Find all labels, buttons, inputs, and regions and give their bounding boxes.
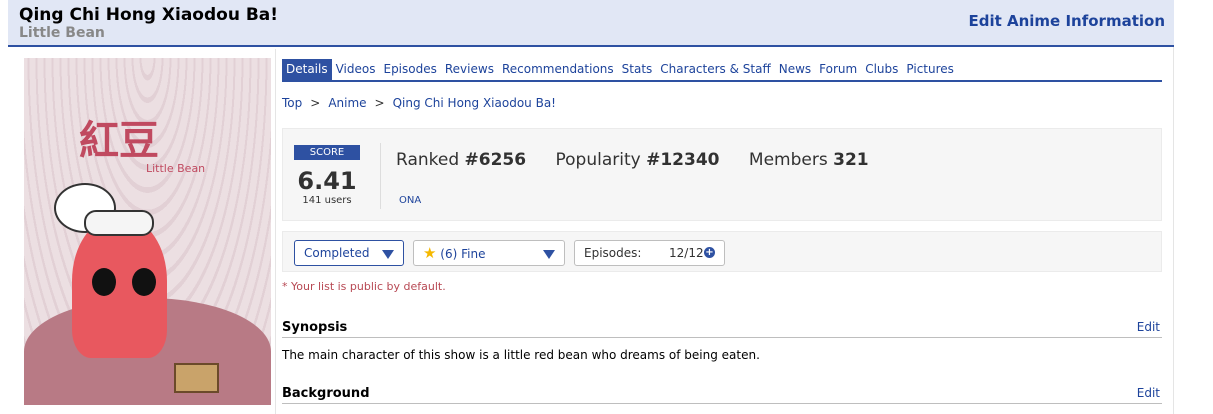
chevron-down-icon [543,250,555,259]
ranked-value: #6256 [464,150,527,170]
tab-episodes[interactable]: Episodes [383,62,437,76]
episodes-label: Episodes: [584,246,642,260]
breadcrumb-current[interactable]: Qing Chi Hong Xiaodou Ba! [392,96,556,110]
tab-forum[interactable]: Forum [819,62,858,76]
anime-tabs: Details Videos Episodes Reviews Recommendati… [282,59,1162,82]
type-link[interactable]: ONA [399,195,422,206]
status-value: Completed [304,246,370,260]
edit-anime-information-link[interactable]: Edit Anime Information [968,12,1165,30]
synopsis-text: The main character of this show is a lit… [282,348,760,362]
tab-pictures[interactable]: Pictures [906,62,954,76]
poster-logo: 紅豆 [79,118,159,164]
synopsis-heading: Synopsis [282,320,348,335]
tab-details[interactable]: Details [282,59,332,80]
poster-eye [92,268,116,296]
breadcrumb-separator: > [374,96,385,110]
members-label: Members [748,150,828,170]
popularity-label: Popularity [555,150,641,170]
plus-circle-icon[interactable]: + [704,247,715,258]
page-title: Qing Chi Hong Xiaodou Ba! [19,5,279,25]
chevron-down-icon [382,250,394,259]
background-edit-link[interactable]: Edit [1136,386,1160,400]
rank-stats: Ranked #6256 Popularity #12340 Members 3… [396,150,893,170]
poster-logo-sub: Little Bean [146,162,206,175]
ranked-label: Ranked [396,150,460,170]
synopsis-section-header: Synopsis Edit [282,318,1162,338]
tab-videos[interactable]: Videos [335,62,376,76]
rating-value: (6) Fine [440,247,486,261]
episodes-value: 12/12 [669,246,704,260]
tab-reviews[interactable]: Reviews [444,62,494,76]
tab-characters-staff[interactable]: Characters & Staff [660,62,771,76]
poster-towel [84,210,154,236]
star-icon: ★ [423,244,437,262]
tab-stats[interactable]: Stats [621,62,653,76]
anime-poster-image[interactable]: 紅豆 Little Bean [24,58,271,405]
breadcrumb-separator: > [310,96,321,110]
poster-eye [132,268,156,296]
left-sidebar [8,49,276,414]
breadcrumb-anime[interactable]: Anime [328,96,367,110]
score-value: 6.41 [297,167,357,195]
score-label: SCORE [294,145,360,160]
members-value: 321 [833,150,869,170]
tab-clubs[interactable]: Clubs [865,62,899,76]
background-heading: Background [282,386,370,401]
english-title: Little Bean [19,25,105,41]
popularity-value: #12340 [646,150,720,170]
score-users: 141 users [302,195,352,206]
stats-box: SCORE 6.41 141 users Ranked #6256 Popula… [282,128,1162,221]
status-select[interactable]: Completed [294,240,404,266]
list-public-note: * Your list is public by default. [282,280,446,293]
divider [380,143,381,209]
tab-recommendations[interactable]: Recommendations [501,62,614,76]
tab-news[interactable]: News [778,62,812,76]
page: Qing Chi Hong Xiaodou Ba! Little Bean Ed… [8,0,1174,414]
score-select[interactable]: ★ (6) Fine [413,240,565,266]
my-list-controls: Completed ★ (6) Fine Episodes: 12/12 + [282,231,1162,272]
episodes-field[interactable]: Episodes: 12/12 + [574,240,725,266]
synopsis-edit-link[interactable]: Edit [1136,320,1160,334]
poster-bucket [174,363,219,393]
breadcrumb: Top > Anime > Qing Chi Hong Xiaodou Ba! [282,96,556,110]
breadcrumb-top[interactable]: Top [282,96,303,110]
background-section-header: Background Edit [282,384,1162,404]
title-header: Qing Chi Hong Xiaodou Ba! Little Bean Ed… [8,0,1174,47]
